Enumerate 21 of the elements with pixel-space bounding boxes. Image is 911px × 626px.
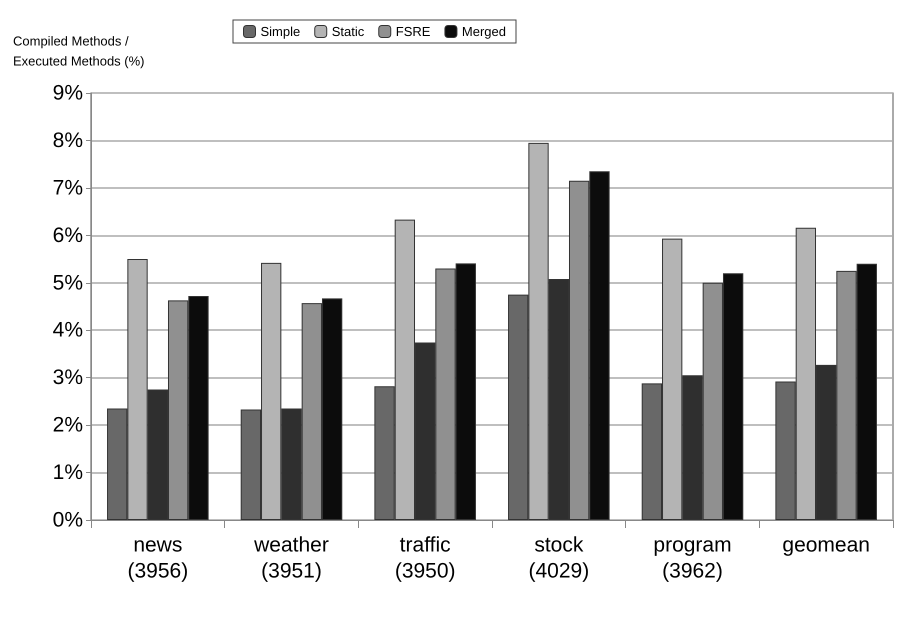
y-tick-label: 1%: [52, 461, 83, 484]
x-tick-label: program (3962): [653, 534, 732, 582]
y-tick-label: 7%: [52, 176, 83, 200]
y-tick-label: 6%: [52, 224, 83, 247]
x-tick-label: traffic (3950): [394, 534, 456, 582]
y-tick-label: 3%: [52, 366, 83, 390]
y-tick-label: 2%: [52, 414, 83, 437]
x-tick-label: weather (3951): [253, 534, 329, 582]
x-tick-label: geomean: [782, 534, 870, 556]
x-tick-label: stock (4029): [528, 534, 590, 582]
y-tick-label: 9%: [52, 82, 83, 104]
legend-label: FSRE: [396, 24, 431, 39]
y-tick-label: 4%: [52, 318, 83, 342]
legend-label: Merged: [462, 24, 506, 39]
legend-label: Static: [332, 24, 365, 39]
y-tick-label: 8%: [52, 128, 83, 152]
y-tick-label: 0%: [52, 508, 83, 532]
legend-label: Simple: [260, 24, 300, 39]
x-tick-label: news (3956): [127, 534, 188, 582]
y-tick-label: 5%: [52, 271, 83, 294]
y-axis-title: Compiled Methods / Executed Methods (%): [13, 34, 145, 68]
